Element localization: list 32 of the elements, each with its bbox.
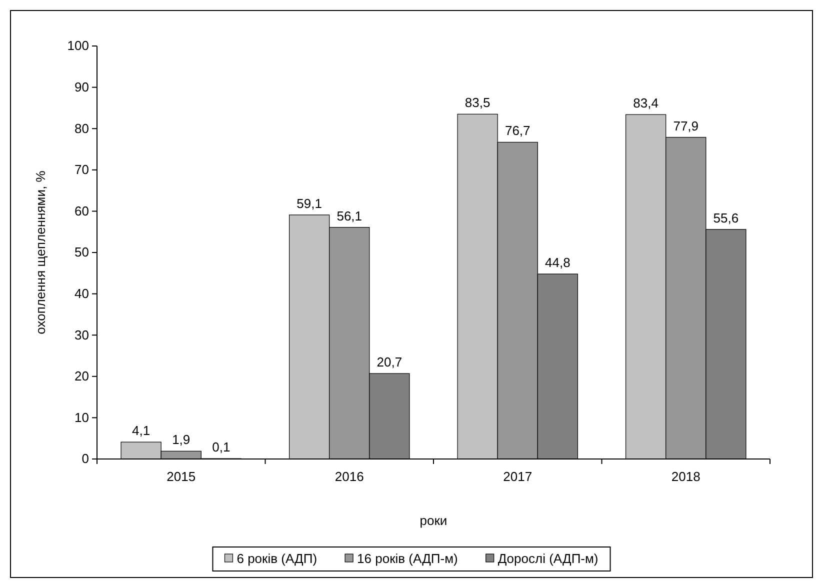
data-label: 20,7 [376,354,402,370]
legend-label: 16 років (АДП-м) [357,551,458,566]
y-tick-label: 70 [74,162,89,178]
y-tick-label: 10 [74,410,89,425]
data-label: 1,9 [172,432,190,448]
data-label: 76,7 [504,123,530,138]
x-tick-label: 2016 [334,469,364,484]
data-label: 83,4 [633,96,658,111]
x-tick-label: 2015 [166,469,196,484]
x-tick-label: 2017 [503,469,532,484]
data-label: 83,5 [464,95,490,110]
y-tick-label: 20 [74,368,89,384]
data-label: 4,1 [132,423,150,438]
y-axis-title: охоплення щепленнями, % [33,170,48,334]
y-tick-label: 30 [74,327,89,342]
data-label: 59,1 [296,196,322,211]
x-tick-label: 2018 [671,469,700,484]
y-tick-label: 60 [74,203,89,218]
y-tick-label: 100 [67,38,89,54]
legend-label: 6 років (АДП) [236,551,318,566]
y-tick-label: 90 [74,79,89,94]
data-label: 55,6 [713,210,739,226]
x-axis-title: роки [420,513,448,528]
data-label: 77,9 [673,118,699,134]
y-tick-label: 80 [74,120,89,136]
data-label: 56,1 [336,208,362,224]
legend-label: Дорослі (АДП-м) [498,551,598,566]
data-label: 0,1 [212,440,230,455]
y-tick-label: 40 [74,286,89,301]
y-tick-label: 50 [74,244,89,260]
data-label: 44,8 [545,254,570,270]
y-tick-label: 0 [82,451,89,466]
